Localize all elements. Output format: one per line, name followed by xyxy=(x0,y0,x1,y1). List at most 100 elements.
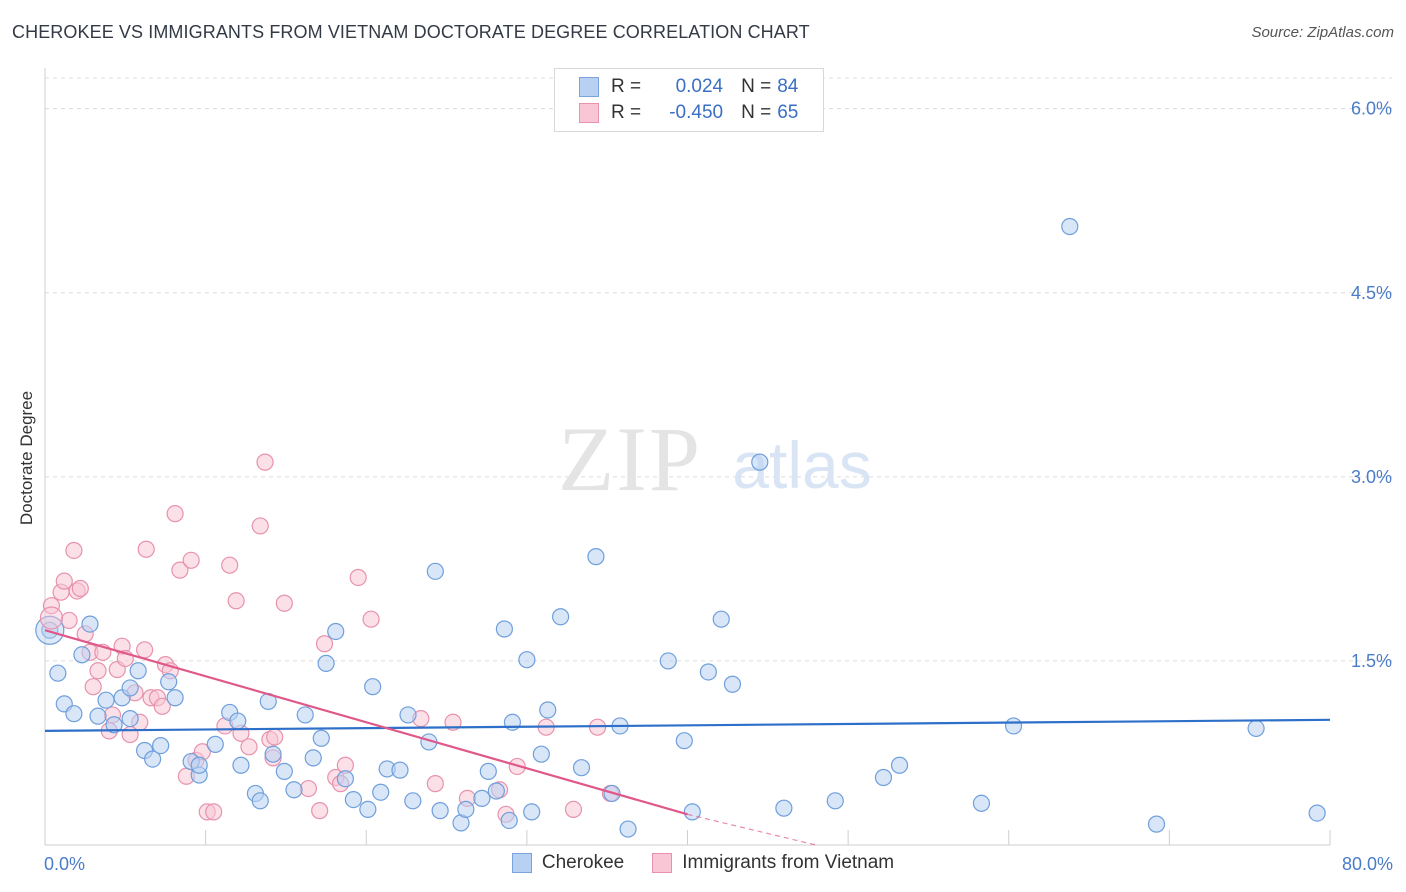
cherokee-point xyxy=(49,664,67,682)
cherokee-point xyxy=(723,675,742,693)
cherokee-point xyxy=(312,729,330,747)
series-legend: Cherokee Immigrants from Vietnam xyxy=(0,852,1406,874)
cherokee-point xyxy=(874,768,893,787)
cherokee-point xyxy=(317,654,335,672)
cherokee-point xyxy=(699,663,717,681)
watermark-zip: ZIP xyxy=(558,408,702,510)
vietnam-legend-swatch xyxy=(652,853,673,873)
vietnam-point xyxy=(171,561,189,579)
vietnam-point xyxy=(240,738,258,756)
cherokee-point xyxy=(65,705,83,723)
y-tick-label: 6.0% xyxy=(1351,99,1392,119)
vietnam-point xyxy=(205,803,223,821)
cherokee-point xyxy=(712,610,730,628)
cherokee-point xyxy=(105,716,123,734)
cherokee-point xyxy=(457,800,475,819)
vietnam-point xyxy=(182,551,200,569)
gridlines xyxy=(45,77,1392,662)
cherokee-point xyxy=(479,762,497,780)
vietnam-point xyxy=(60,611,78,630)
cherokee-point xyxy=(972,794,991,812)
cherokee-point xyxy=(539,701,557,719)
cherokee-point xyxy=(399,706,417,724)
cherokee-point xyxy=(619,820,637,838)
cherokee-point xyxy=(1308,804,1326,822)
cherokee-point xyxy=(275,762,293,780)
vietnam-point xyxy=(135,641,154,659)
cherokee-point xyxy=(264,745,282,763)
cherokee-point xyxy=(372,783,390,801)
legend-row-vietnam: R = -0.450 N = 65 xyxy=(579,100,798,126)
vietnam-point xyxy=(227,592,245,610)
vietnam-trend-extension xyxy=(687,813,817,846)
vietnam-point xyxy=(137,540,155,558)
cherokee-point xyxy=(751,453,769,471)
vietnam-point xyxy=(84,678,102,696)
cherokee-point xyxy=(73,646,91,664)
vietnam-point xyxy=(362,610,380,628)
vietnam-point xyxy=(311,802,329,820)
vietnam-point xyxy=(564,800,583,819)
n-label: N = xyxy=(741,102,772,123)
cherokee-n-value: 84 xyxy=(777,76,799,97)
vietnam-point xyxy=(266,728,284,746)
cherokee-point xyxy=(81,615,99,633)
vietnam-point-large xyxy=(39,606,64,630)
y-tick-label: 3.0% xyxy=(1351,467,1392,487)
cherokee-point xyxy=(587,548,605,566)
cherokee-trend-line xyxy=(44,718,1331,732)
cherokee-point xyxy=(229,712,247,730)
cherokee-point xyxy=(487,782,505,800)
cherokee-point xyxy=(426,562,444,580)
cherokee-point xyxy=(129,662,147,680)
cherokee-point xyxy=(166,689,184,707)
cherokee-point xyxy=(206,735,224,753)
vietnam-point xyxy=(221,556,239,574)
cherokee-point xyxy=(495,620,513,638)
cherokee-point xyxy=(364,678,382,696)
vietnam-point xyxy=(315,635,334,653)
cherokee-point xyxy=(89,707,107,725)
vietnam-point xyxy=(71,579,89,598)
legend-row-cherokee: R = 0.024 N = 84 xyxy=(579,74,798,100)
cherokee-point xyxy=(121,679,139,697)
cherokee-point xyxy=(890,756,909,774)
vietnam-point xyxy=(275,594,293,612)
cherokee-point xyxy=(304,749,322,767)
cherokee-point xyxy=(572,759,591,777)
cherokee-point xyxy=(552,608,570,626)
y-tick-label: 1.5% xyxy=(1351,651,1392,671)
cherokee-point xyxy=(152,736,170,755)
cherokee-point xyxy=(518,651,536,669)
cherokee-point xyxy=(683,803,701,821)
vietnam-point xyxy=(89,662,107,680)
cherokee-point xyxy=(404,792,422,810)
x-tick-label-max: 80.0% xyxy=(1342,854,1393,874)
legend-item-vietnam: Immigrants from Vietnam xyxy=(652,852,894,874)
trend-lines xyxy=(44,629,1331,846)
r-label: R = xyxy=(611,102,642,123)
vietnam-point xyxy=(349,568,367,587)
cherokee-point xyxy=(344,790,362,809)
correlation-legend: R = 0.024 N = 84 R = -0.450 N = 65 xyxy=(554,68,824,132)
cherokee-point xyxy=(775,799,793,817)
cherokee-point xyxy=(1061,217,1079,236)
x-tick-label-min: 0.0% xyxy=(44,854,85,874)
vietnam-r-value: -0.450 xyxy=(669,102,724,123)
cherokee-legend-label: Cherokee xyxy=(541,852,625,873)
cherokee-point xyxy=(500,811,518,830)
cherokee-point xyxy=(659,652,677,670)
vietnam-point xyxy=(251,517,269,535)
cherokee-point-large xyxy=(35,615,65,645)
vietnam-point xyxy=(153,697,171,715)
cherokee-point xyxy=(1147,815,1166,833)
cherokee-point xyxy=(41,621,59,639)
vietnam-point xyxy=(55,572,73,590)
cherokee-point xyxy=(285,781,303,799)
vietnam-trend-line xyxy=(44,629,688,816)
legend-item-cherokee: Cherokee xyxy=(511,852,625,874)
cherokee-point xyxy=(121,709,139,728)
cherokee-point xyxy=(327,622,345,641)
cherokee-point xyxy=(523,803,541,821)
cherokee-point xyxy=(190,756,208,774)
